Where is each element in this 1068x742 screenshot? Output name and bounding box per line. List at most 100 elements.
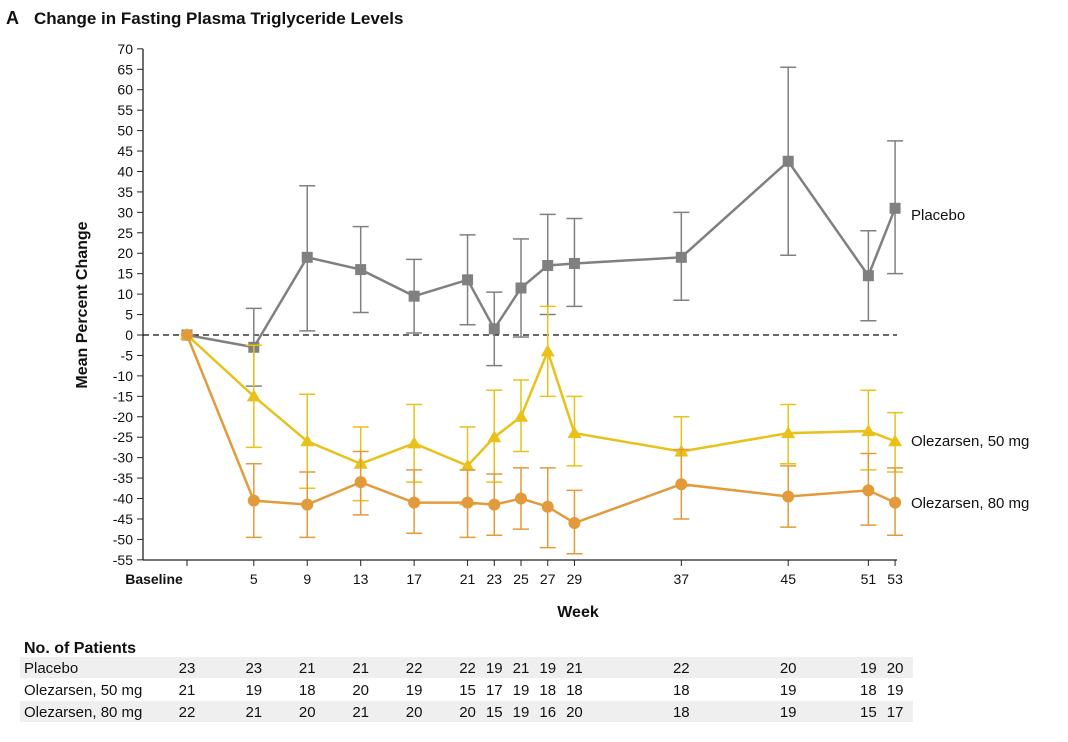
data-point-triangle (246, 389, 261, 402)
data-point-triangle (781, 426, 796, 439)
data-point-triangle (514, 409, 528, 422)
patient-count: 19 (486, 660, 503, 677)
x-tick-label: 29 (567, 571, 583, 587)
patient-count: 20 (299, 704, 316, 721)
patient-count: 15 (860, 704, 877, 721)
patient-count: 20 (887, 660, 904, 677)
y-axis-label: Mean Percent Change (74, 221, 91, 388)
y-tick-label: 60 (117, 82, 133, 98)
data-point-circle (675, 478, 688, 491)
y-tick-label: 30 (117, 204, 133, 220)
data-point-circle (889, 496, 902, 509)
patient-count: 17 (486, 682, 503, 699)
patient-count: 22 (459, 660, 476, 677)
patient-count: 19 (406, 682, 423, 699)
patient-count: 19 (539, 660, 556, 677)
data-point-triangle (407, 436, 422, 449)
y-tick-label: 0 (125, 327, 133, 343)
patient-count: 18 (299, 682, 316, 699)
patient-count: 21 (566, 660, 583, 677)
x-tick-label: 53 (887, 571, 903, 587)
series-label: Olezarsen, 50 mg (911, 433, 1029, 450)
data-point-square (462, 274, 474, 286)
patient-count: 22 (673, 660, 690, 677)
x-tick-label: 9 (303, 571, 311, 587)
patient-count: 19 (513, 682, 530, 699)
x-tick-label: 45 (780, 571, 796, 587)
series-olezarsen-80-mg: Olezarsen, 80 mg (181, 329, 1029, 555)
patient-count: 20 (566, 704, 583, 721)
table-row-shading (20, 657, 913, 678)
data-point-square (515, 282, 527, 294)
patient-count: 23 (179, 660, 196, 677)
table-row-shading (20, 701, 913, 722)
series-label: Olezarsen, 80 mg (911, 495, 1029, 512)
patient-count: 20 (406, 704, 423, 721)
y-tick-label: -15 (113, 388, 133, 404)
data-point-circle (862, 484, 875, 497)
y-tick-label: 10 (117, 286, 133, 302)
patient-count: 17 (887, 704, 904, 721)
patient-count: 21 (352, 704, 369, 721)
data-point-circle (541, 500, 554, 513)
y-tick-label: -20 (113, 409, 133, 425)
x-tick-label: 25 (513, 571, 529, 587)
y-tick-label: -50 (113, 531, 133, 547)
table-row-label: Olezarsen, 50 mg (24, 682, 142, 699)
series-line (185, 334, 896, 525)
data-point-square (889, 202, 901, 214)
y-tick-label: 20 (117, 245, 133, 261)
x-tick-label: 21 (460, 571, 476, 587)
patient-count: 22 (179, 704, 196, 721)
series-line (186, 159, 897, 349)
y-tick-label: 65 (117, 61, 133, 77)
series-label: Placebo (911, 207, 965, 224)
x-tick-label: 13 (353, 571, 369, 587)
data-point-circle (408, 496, 421, 509)
x-tick-label: Baseline (125, 571, 183, 587)
patient-count: 21 (299, 660, 316, 677)
data-point-triangle (300, 434, 315, 447)
x-tick-label: 27 (540, 571, 556, 587)
series-placebo: Placebo (181, 66, 965, 387)
data-point-square (488, 323, 500, 335)
data-point-circle (568, 517, 581, 530)
patient-count: 21 (513, 660, 530, 677)
patient-count: 18 (673, 682, 690, 699)
patient-count: 23 (245, 660, 262, 677)
patient-count: 19 (513, 704, 530, 721)
y-tick-label: -55 (113, 552, 133, 568)
patient-count: 20 (780, 660, 797, 677)
y-tick-label: -45 (113, 511, 133, 527)
data-point-triangle (888, 434, 903, 447)
data-point-square (542, 260, 554, 272)
patient-count: 18 (539, 682, 556, 699)
chart-title: Change in Fasting Plasma Triglyceride Le… (34, 9, 403, 28)
data-point-triangle (861, 424, 876, 437)
data-point-square (675, 251, 687, 263)
data-point-circle (515, 492, 527, 505)
series-line (186, 334, 896, 468)
y-tick-label: -40 (113, 491, 133, 507)
data-point-circle (488, 498, 501, 511)
data-point-circle (301, 498, 314, 511)
panel-label: A (6, 8, 19, 28)
x-tick-label: 23 (486, 571, 502, 587)
data-point-circle (247, 494, 260, 507)
data-point-triangle (540, 344, 555, 357)
patient-count: 19 (245, 682, 262, 699)
y-tick-label: -25 (113, 429, 133, 445)
data-point-square (408, 290, 420, 302)
patient-count: 18 (566, 682, 583, 699)
patient-count: 15 (459, 682, 476, 699)
table-title: No. of Patients (24, 640, 136, 657)
y-tick-label: 70 (117, 41, 133, 57)
y-tick-label: 25 (117, 225, 133, 241)
data-point-circle (461, 496, 474, 509)
data-point-circle (181, 329, 193, 341)
patient-count: 19 (860, 660, 877, 677)
y-tick-label: -10 (113, 368, 133, 384)
patient-count: 18 (673, 704, 690, 721)
data-point-circle (782, 490, 795, 503)
y-tick-label: 40 (117, 163, 133, 179)
